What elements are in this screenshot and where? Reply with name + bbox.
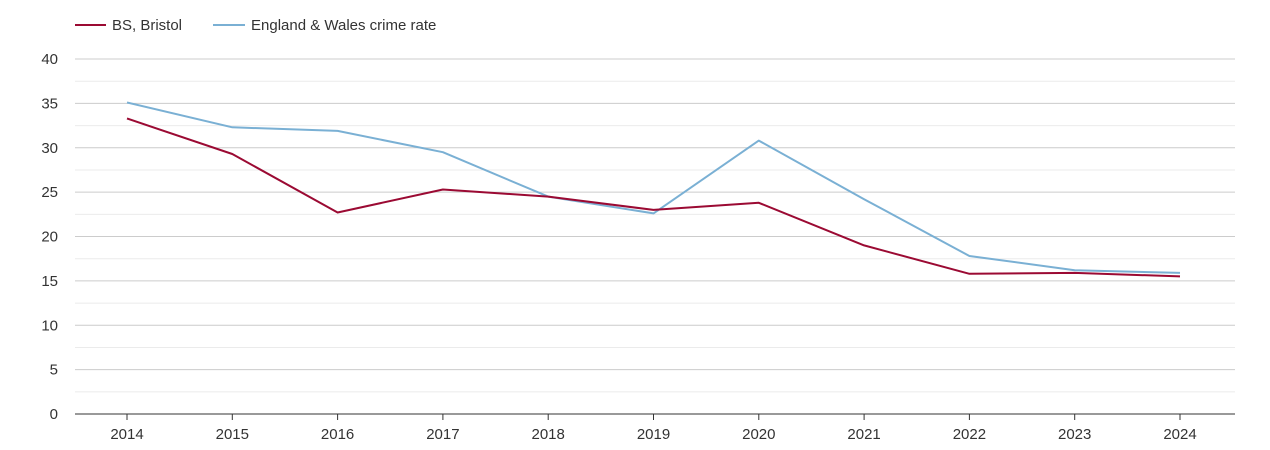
legend: BS, Bristol England & Wales crime rate <box>75 17 436 34</box>
x-tick-label: 2020 <box>742 426 775 443</box>
y-tick-label: 35 <box>41 95 58 112</box>
y-tick-label: 10 <box>41 317 58 334</box>
y-tick-label: 0 <box>50 406 58 423</box>
x-tick-label: 2021 <box>847 426 880 443</box>
series-line-england-wales <box>126 101 1181 274</box>
y-tick-label: 30 <box>41 140 58 157</box>
x-tick-label: 2023 <box>1058 426 1091 443</box>
series-line-bristol <box>126 117 1181 278</box>
y-tick-label: 15 <box>41 273 58 290</box>
x-tick-label: 2019 <box>637 426 670 443</box>
series-lines <box>126 101 1181 278</box>
y-tick-label: 5 <box>50 362 58 379</box>
x-tick-label: 2014 <box>110 426 143 443</box>
x-tick-label: 2016 <box>321 426 354 443</box>
legend-label-england-wales: England & Wales crime rate <box>251 17 436 34</box>
gridlines <box>75 58 1235 393</box>
y-tick-label: 20 <box>41 229 58 246</box>
x-axis: 2014 2015 2016 2017 2018 2019 2020 2021 2022 2023… <box>75 413 1235 443</box>
y-axis: 0 5 10 15 20 25 30 35 40 <box>41 51 58 423</box>
y-tick-label: 40 <box>41 51 58 68</box>
x-tick-label: 2024 <box>1163 426 1196 443</box>
x-tick-label: 2017 <box>426 426 459 443</box>
x-tick-label: 2018 <box>532 426 565 443</box>
legend-label-bristol: BS, Bristol <box>112 17 182 34</box>
x-tick-label: 2022 <box>953 426 986 443</box>
x-tick-label: 2015 <box>216 426 249 443</box>
y-tick-label: 25 <box>41 184 58 201</box>
